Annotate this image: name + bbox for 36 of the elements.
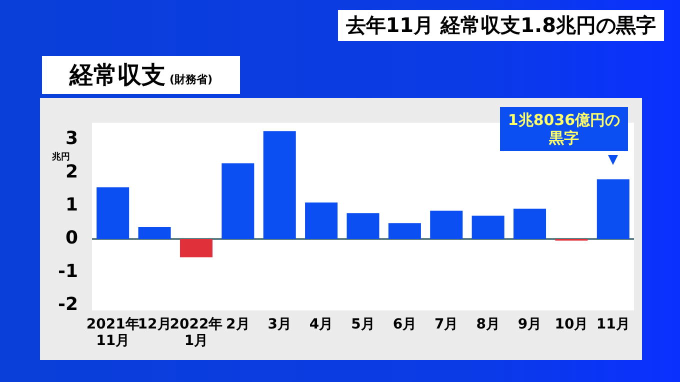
- x-tick-label: 3月: [268, 316, 292, 332]
- x-tick-label: 5月: [351, 316, 375, 332]
- bar: [472, 216, 504, 240]
- text: (財務省): [169, 73, 213, 86]
- bar: [263, 131, 296, 240]
- x-tick-label: 12月: [138, 316, 172, 332]
- x-tick-label: 2021年 11月: [86, 316, 140, 350]
- bar: [222, 163, 254, 240]
- chart-title: 去年11月 経常収支1.8兆円の黒字: [338, 10, 664, 41]
- bar: [514, 208, 546, 240]
- y-tick-label: 3: [65, 128, 78, 150]
- bar: [96, 187, 130, 240]
- y-tick-label: -2: [58, 294, 78, 316]
- bar: [430, 210, 463, 240]
- y-tick-label: 1: [65, 194, 78, 216]
- x-tick-label: 6月: [392, 316, 417, 332]
- x-tick-label: 8月: [476, 316, 500, 332]
- x-tick-label: 4月: [309, 316, 334, 332]
- bar: [596, 179, 630, 240]
- annotation: 1兆8036億円の黒字: [500, 107, 628, 152]
- bar: [180, 239, 212, 258]
- bar: [138, 227, 171, 240]
- x-tick-label: 2022年 1月: [170, 316, 223, 350]
- bar: [305, 202, 338, 240]
- x-tick-label: 10月: [554, 316, 588, 332]
- y-axis-title: 兆円: [50, 151, 70, 162]
- y-tick-label: -1: [58, 260, 78, 282]
- chart-subtitle: 経常収支: [69, 61, 166, 89]
- y-tick-label: 2: [65, 161, 78, 182]
- x-tick-label: 7月: [434, 316, 458, 332]
- bar: [346, 213, 380, 240]
- bar: [388, 223, 421, 240]
- x-tick-label: 2月: [226, 316, 250, 332]
- x-tick-label: 11月: [596, 316, 630, 332]
- y-tick-label: 0: [65, 228, 78, 249]
- x-tick-label: 9月: [518, 316, 542, 332]
